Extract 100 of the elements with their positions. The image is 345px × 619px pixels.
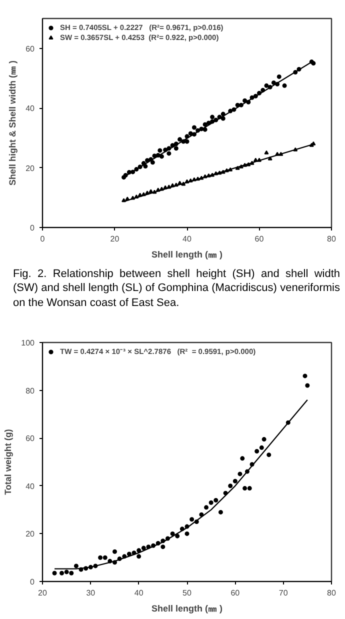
x-tick-label: 60 — [230, 588, 240, 598]
point — [210, 119, 215, 124]
point — [240, 456, 245, 461]
point — [60, 570, 64, 576]
point — [246, 100, 251, 104]
point — [242, 162, 248, 167]
point — [175, 534, 180, 538]
point — [156, 153, 160, 158]
point — [217, 114, 222, 120]
point — [69, 570, 74, 576]
point — [192, 125, 196, 130]
point — [156, 541, 160, 546]
point — [156, 188, 160, 192]
point — [170, 531, 175, 536]
point — [217, 170, 222, 175]
point — [145, 158, 150, 163]
x-tick-label: 20 — [38, 588, 48, 598]
point — [160, 538, 166, 544]
point — [184, 531, 190, 536]
point — [190, 517, 194, 522]
point — [238, 102, 244, 108]
point — [148, 189, 154, 194]
point — [268, 84, 272, 90]
x-tick-label: 40 — [182, 234, 192, 244]
point — [152, 154, 157, 158]
y-tick-label: 0 — [30, 578, 36, 586]
point — [151, 543, 156, 548]
point — [93, 564, 98, 568]
y-tick-label: 40 — [26, 482, 36, 491]
point — [296, 67, 302, 72]
y-tick-label: 60 — [26, 44, 36, 54]
point — [257, 90, 262, 96]
point — [214, 498, 218, 502]
point — [199, 512, 204, 517]
point — [214, 118, 218, 122]
point — [275, 82, 280, 86]
point — [166, 146, 172, 151]
point — [278, 152, 284, 156]
point — [238, 164, 244, 168]
point — [235, 102, 240, 108]
point — [52, 570, 57, 576]
point — [286, 420, 290, 425]
point — [250, 160, 254, 165]
point — [202, 174, 208, 178]
point — [282, 83, 287, 88]
x-axis-title: Shell length (㎜ ) — [152, 250, 222, 260]
point — [220, 170, 226, 174]
point — [218, 510, 223, 514]
point — [232, 107, 236, 112]
point — [117, 556, 122, 562]
point — [159, 186, 164, 191]
point — [112, 549, 117, 554]
point — [228, 108, 233, 114]
point — [130, 196, 136, 200]
point — [264, 150, 269, 154]
point — [148, 157, 154, 162]
x-tick-label: 70 — [278, 588, 288, 598]
point — [196, 176, 200, 181]
point — [102, 555, 108, 560]
x-tick-label: 30 — [86, 588, 96, 598]
point — [174, 146, 178, 151]
y-tick-label: 60 — [26, 434, 36, 444]
point — [266, 452, 272, 458]
point — [145, 190, 150, 195]
point — [166, 151, 172, 156]
point — [126, 170, 132, 175]
point — [228, 484, 233, 488]
point — [143, 164, 148, 169]
y-tick-label: 80 — [26, 386, 36, 396]
point — [293, 147, 298, 152]
point — [254, 449, 260, 454]
x-axis-title: Shell length (㎜ ) — [152, 604, 222, 614]
point — [134, 194, 139, 199]
point — [268, 156, 272, 160]
point — [220, 116, 226, 121]
point — [188, 131, 193, 136]
y-axis-title: Shell hight & Shell width (㎜ ) — [8, 60, 18, 186]
point — [163, 185, 168, 190]
point — [138, 164, 142, 170]
point — [166, 184, 172, 189]
point — [152, 190, 157, 194]
y-tick-label: 0 — [30, 224, 36, 232]
point — [130, 170, 136, 174]
point — [170, 143, 175, 148]
point — [84, 566, 88, 571]
x-tick-label: 60 — [254, 234, 264, 244]
point — [180, 526, 184, 532]
point — [158, 148, 162, 153]
point — [253, 158, 258, 162]
point — [235, 166, 240, 170]
x-tick-label: 80 — [327, 588, 336, 598]
point — [262, 437, 266, 442]
point — [264, 83, 269, 88]
point — [247, 486, 252, 491]
point — [159, 154, 164, 159]
x-tick-label: 40 — [134, 588, 144, 598]
y-tick-label: 20 — [26, 164, 36, 173]
point — [150, 160, 155, 165]
point — [136, 554, 142, 559]
point — [199, 126, 204, 132]
